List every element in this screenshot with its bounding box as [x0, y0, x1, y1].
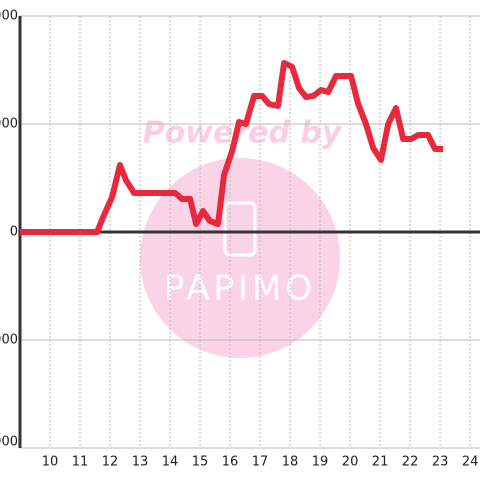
x-tick-label: 10 [42, 455, 59, 470]
x-tick-label: 16 [222, 455, 239, 470]
x-tick-label: 12 [102, 455, 119, 470]
x-tick-label: 24 [462, 455, 479, 470]
y-tick-label: 0 [10, 225, 18, 240]
x-tick-label: 19 [312, 455, 329, 470]
y-tick-label: -2,000 [0, 333, 18, 348]
watermark-logo: PAPIMO [164, 269, 316, 309]
y-tick-label: 1,000 [0, 117, 18, 132]
x-tick-label: 13 [132, 455, 149, 470]
x-tick-label: 17 [252, 455, 269, 470]
line [20, 59, 444, 235]
x-tick-label: 14 [162, 455, 179, 470]
x-tick-label: 11 [72, 455, 89, 470]
x-tick-label: 23 [432, 455, 449, 470]
x-tick-label: 15 [192, 455, 209, 470]
x-tick-label: 18 [282, 455, 299, 470]
y-tick-label: 2,000 [0, 9, 18, 24]
y-tick-label: -2,000 [0, 435, 18, 450]
x-tick-label: 20 [342, 455, 359, 470]
x-tick-label: 21 [372, 455, 389, 470]
x-tick-label: 22 [402, 455, 419, 470]
watermark-icon [223, 201, 257, 257]
